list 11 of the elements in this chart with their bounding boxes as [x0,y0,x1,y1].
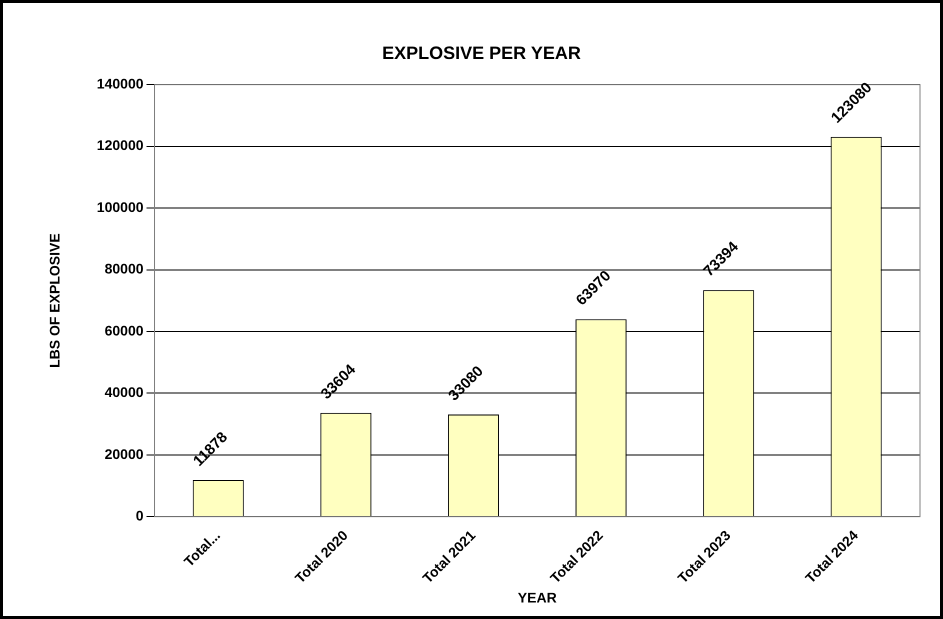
y-tick-label: 80000 [104,260,144,277]
y-tick-label: 40000 [104,384,144,400]
chart-title: EXPLOSIVE PER YEAR [382,42,581,63]
x-axis-title: YEAR [518,589,557,606]
y-tick-label: 120000 [96,137,144,154]
y-axis-title: LBS OF EXPLOSIVE [46,233,62,368]
y-tick-label: 100000 [96,198,144,215]
y-tick-label: 60000 [104,322,144,338]
y-tick-label: 140000 [96,75,144,92]
y-tick-label: 20000 [104,446,144,462]
y-tick-label: 0 [136,507,144,524]
